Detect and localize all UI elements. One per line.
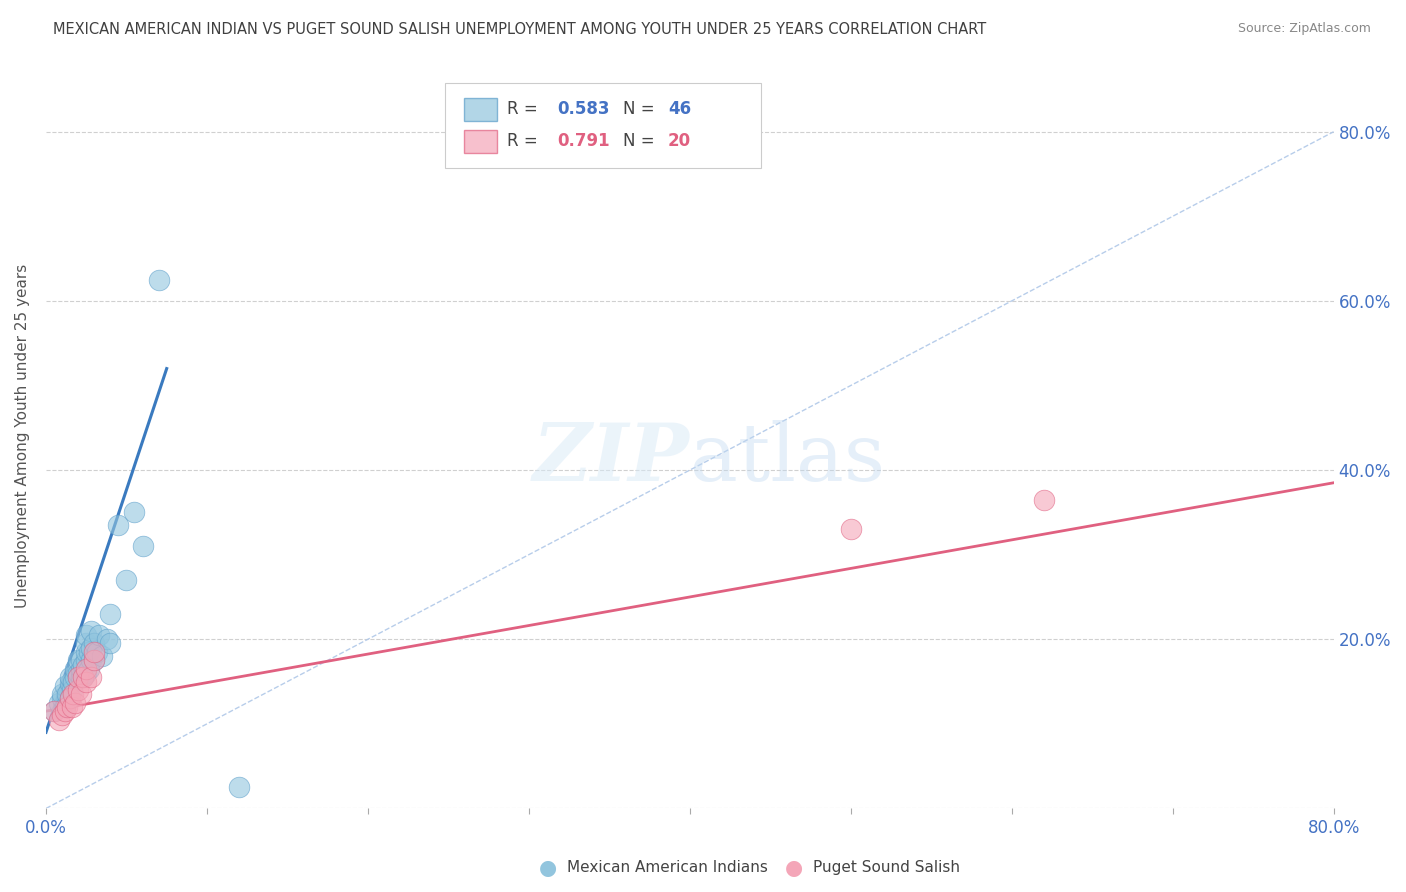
Point <box>70 687 93 701</box>
Point <box>91 649 114 664</box>
Point <box>63 670 86 684</box>
Point <box>53 700 76 714</box>
Point <box>51 708 73 723</box>
Point <box>75 662 97 676</box>
Point <box>42 704 65 718</box>
Y-axis label: Unemployment Among Youth under 25 years: Unemployment Among Youth under 25 years <box>15 264 30 608</box>
Text: MEXICAN AMERICAN INDIAN VS PUGET SOUND SALISH UNEMPLOYMENT AMONG YOUTH UNDER 25 : MEXICAN AMERICAN INDIAN VS PUGET SOUND S… <box>53 22 987 37</box>
Text: ●: ● <box>786 858 803 878</box>
Point <box>56 687 79 701</box>
Text: 0.791: 0.791 <box>557 133 610 151</box>
Point <box>79 662 101 676</box>
Point <box>98 607 121 621</box>
Text: Puget Sound Salish: Puget Sound Salish <box>813 861 960 875</box>
Point <box>51 687 73 701</box>
Point <box>70 653 93 667</box>
Point <box>70 670 93 684</box>
Point <box>79 645 101 659</box>
Point <box>67 670 90 684</box>
Point <box>67 653 90 667</box>
Text: 46: 46 <box>668 101 690 119</box>
Point <box>72 657 94 672</box>
Point <box>59 691 82 706</box>
Text: Source: ZipAtlas.com: Source: ZipAtlas.com <box>1237 22 1371 36</box>
Text: N =: N = <box>623 101 659 119</box>
Text: atlas: atlas <box>690 419 884 498</box>
Point <box>115 573 138 587</box>
Point <box>59 691 82 706</box>
Point <box>228 780 250 795</box>
Point <box>60 683 83 698</box>
Point <box>42 704 65 718</box>
Point <box>83 653 105 667</box>
Point <box>62 674 84 689</box>
Point <box>72 670 94 684</box>
Point <box>80 624 103 638</box>
Point <box>839 522 862 536</box>
Point <box>96 632 118 647</box>
Point <box>48 696 70 710</box>
Point <box>72 670 94 684</box>
Point <box>83 645 105 659</box>
Bar <box>464 97 496 121</box>
Point <box>83 653 105 667</box>
Point <box>75 674 97 689</box>
Point <box>124 505 146 519</box>
Point <box>75 628 97 642</box>
Point <box>80 640 103 655</box>
Point <box>60 700 83 714</box>
Point <box>51 691 73 706</box>
Point <box>75 653 97 667</box>
Point <box>70 662 93 676</box>
Point <box>67 670 90 684</box>
Point <box>53 679 76 693</box>
Point <box>1032 492 1054 507</box>
Text: R =: R = <box>508 101 543 119</box>
Point <box>67 683 90 698</box>
Text: 20: 20 <box>668 133 690 151</box>
Point <box>98 636 121 650</box>
Text: N =: N = <box>623 133 659 151</box>
Text: 0.583: 0.583 <box>557 101 610 119</box>
Point <box>87 628 110 642</box>
Text: R =: R = <box>508 133 543 151</box>
Point <box>75 636 97 650</box>
Point <box>148 273 170 287</box>
Point <box>63 696 86 710</box>
Point <box>83 636 105 650</box>
Point <box>80 670 103 684</box>
Point <box>75 666 97 681</box>
Point <box>80 653 103 667</box>
Point <box>86 645 108 659</box>
Point <box>59 670 82 684</box>
Text: ZIP: ZIP <box>533 420 690 498</box>
Point <box>53 704 76 718</box>
Point <box>75 645 97 659</box>
Point <box>107 518 129 533</box>
Point <box>131 539 153 553</box>
Point <box>62 687 84 701</box>
Point <box>59 676 82 690</box>
Text: Mexican American Indians: Mexican American Indians <box>567 861 768 875</box>
Point <box>48 713 70 727</box>
Point <box>56 700 79 714</box>
Point <box>67 666 90 681</box>
Bar <box>464 129 496 153</box>
Point <box>63 662 86 676</box>
FancyBboxPatch shape <box>446 83 761 169</box>
Text: ●: ● <box>540 858 557 878</box>
